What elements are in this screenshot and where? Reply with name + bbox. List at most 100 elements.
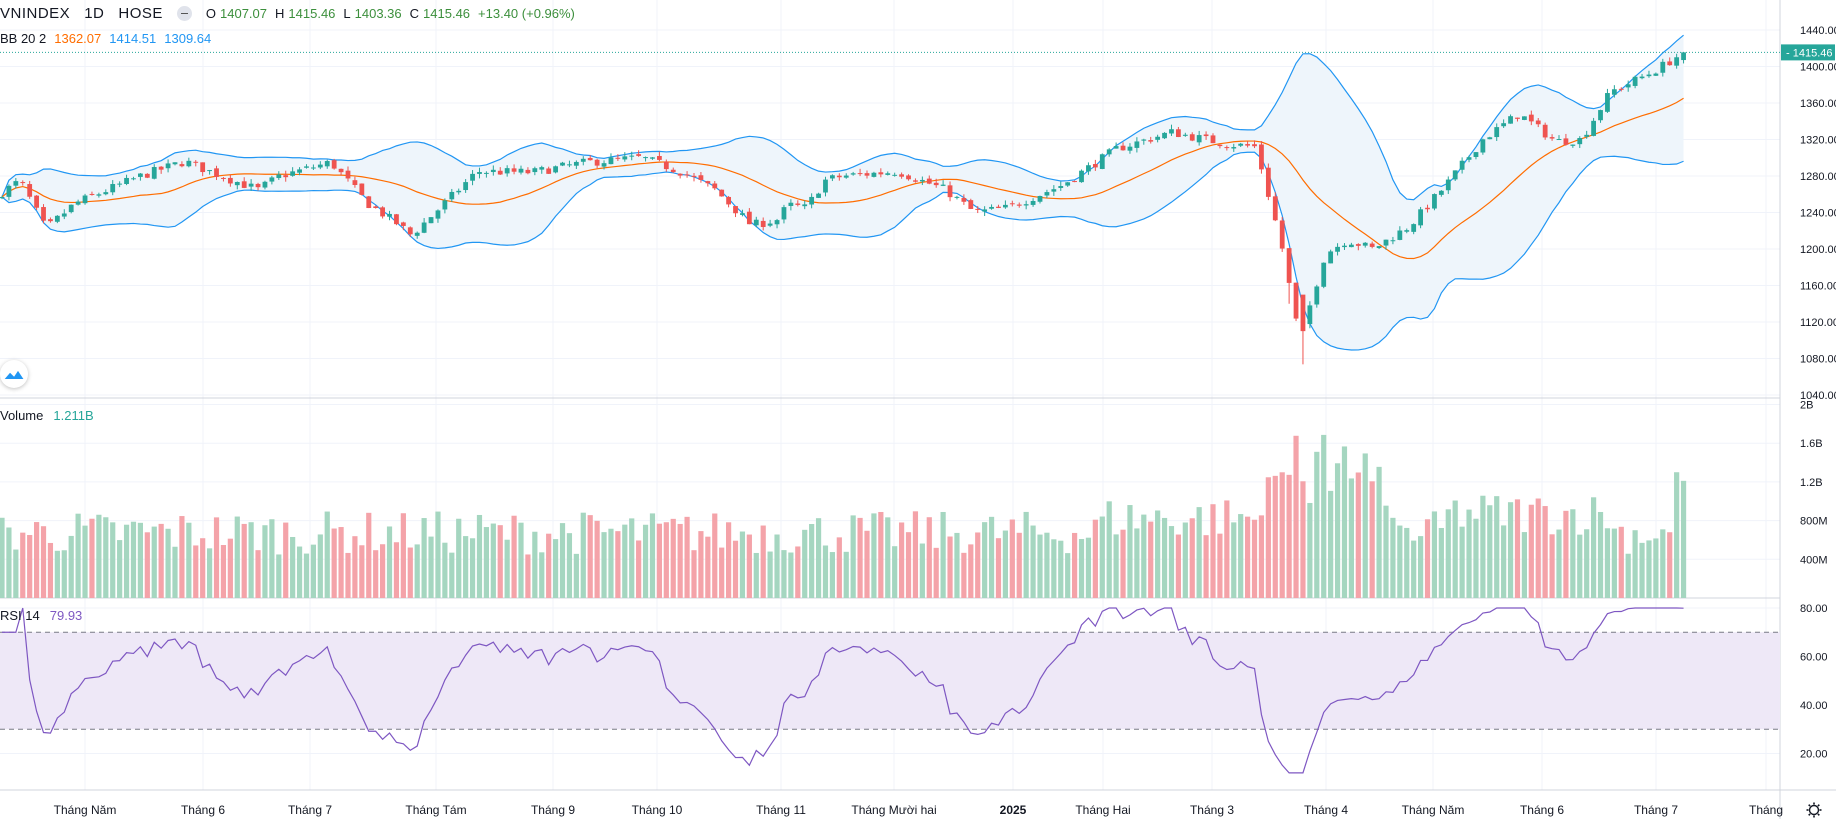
volume-bar xyxy=(1286,474,1292,598)
volume-bar xyxy=(262,525,268,598)
candle-body xyxy=(1300,294,1306,332)
volume-bar xyxy=(414,544,420,598)
volume-bar xyxy=(1293,435,1299,598)
candle-body xyxy=(1466,157,1472,160)
volume-bar xyxy=(968,544,974,598)
candle-body xyxy=(580,158,586,162)
time-tick-label: Tháng 11 xyxy=(756,803,806,817)
candle-body xyxy=(511,168,517,172)
logo-icon[interactable] xyxy=(0,360,28,388)
volume-bar xyxy=(1667,532,1673,598)
collapse-icon[interactable] xyxy=(176,5,192,21)
volume-bar xyxy=(885,517,891,598)
volume-bar xyxy=(1549,534,1555,598)
candle-body xyxy=(1411,224,1417,232)
volume-bar xyxy=(1487,505,1493,598)
volume-bar xyxy=(566,533,573,598)
volume-legend[interactable]: Volume 1.211B xyxy=(0,408,98,423)
candle-body xyxy=(539,167,545,170)
volume-bar xyxy=(303,553,310,598)
rsi-band-fill xyxy=(0,632,1780,730)
candle-body xyxy=(276,174,282,179)
volume-bar xyxy=(1072,532,1078,598)
volume-bar xyxy=(220,545,227,598)
bollinger-bands xyxy=(1,34,1684,351)
candle-body xyxy=(1314,286,1320,305)
volume-bar xyxy=(559,523,566,598)
volume-bar xyxy=(241,523,247,598)
candle-body xyxy=(269,177,275,182)
volume-bar xyxy=(705,536,711,598)
candle-body xyxy=(1065,182,1071,186)
volume-bar xyxy=(290,536,296,598)
volume-bar xyxy=(89,518,95,598)
volume-bar xyxy=(933,547,939,598)
volume-bar xyxy=(1217,533,1223,598)
candle-body xyxy=(1189,134,1195,141)
rsi-legend[interactable]: RSI 14 79.93 xyxy=(0,608,86,623)
volume-bar xyxy=(158,523,164,598)
candle-body xyxy=(20,182,26,184)
candle-body xyxy=(1556,139,1562,141)
candle-body xyxy=(1231,147,1237,149)
symbol-legend[interactable]: VNINDEX 1D HOSE O 1407.07 H 1415.46 L 1403.36 C 14… xyxy=(0,5,583,22)
settings-gear-icon[interactable] xyxy=(1806,802,1822,818)
bb-upper-value: 1414.51 xyxy=(109,31,157,46)
candle-body xyxy=(836,175,842,178)
volume-bar xyxy=(905,532,912,598)
candle-body xyxy=(442,200,448,210)
candle-body xyxy=(490,169,496,173)
candle-body xyxy=(1245,144,1250,146)
time-tick-label: Tháng 4 xyxy=(1304,803,1348,817)
candle-body xyxy=(504,168,510,174)
volume-bar xyxy=(1438,527,1444,598)
gear-tooth xyxy=(1808,813,1811,816)
candle-body xyxy=(1355,244,1361,246)
candle-body xyxy=(567,164,572,166)
candle-body xyxy=(394,214,399,225)
candle-body xyxy=(1072,181,1077,183)
candle-body xyxy=(1272,196,1278,221)
candle-body xyxy=(421,222,427,233)
candle-body xyxy=(414,232,420,236)
candle-body xyxy=(1293,282,1299,319)
volume-bar xyxy=(110,522,116,598)
axes: 1440.00 1400.00 1360.00 1320.00 1280.00 1240.… xyxy=(54,25,1836,818)
volume-bar xyxy=(580,512,586,598)
volume-bar xyxy=(1210,504,1216,598)
volume-bar xyxy=(1362,453,1368,598)
volume-bar xyxy=(1369,481,1375,598)
candle-body xyxy=(719,189,725,197)
candle-body xyxy=(850,173,856,175)
candle-body xyxy=(200,162,206,173)
candle-body xyxy=(1515,117,1520,119)
volume-bar xyxy=(691,550,697,598)
volume-bar xyxy=(1016,532,1022,598)
volume-bar xyxy=(1120,529,1126,598)
volume-bar xyxy=(186,522,192,598)
bb-legend[interactable]: BB 20 2 1362.07 1414.51 1309.64 xyxy=(0,31,215,46)
candle-body xyxy=(1660,61,1666,73)
candle-body xyxy=(1674,57,1680,66)
candle-body xyxy=(435,210,441,219)
volume-bar xyxy=(940,511,946,598)
volume-bar xyxy=(1632,530,1638,598)
candle-body xyxy=(1618,88,1624,90)
volume-bar xyxy=(878,511,884,598)
candle-body xyxy=(1438,190,1444,195)
candle-body xyxy=(1542,124,1548,138)
volume-bar xyxy=(850,515,856,598)
volume-bar xyxy=(137,522,143,598)
candle-body xyxy=(705,181,711,184)
volume-bar xyxy=(712,513,718,598)
volume-bar xyxy=(1196,507,1202,598)
candle-body xyxy=(41,207,46,221)
volume-bar xyxy=(234,516,240,598)
volume-bar xyxy=(1030,525,1036,598)
candle-body xyxy=(857,173,863,175)
time-tick-label: Tháng 9 xyxy=(531,803,575,817)
volume-bar xyxy=(34,522,40,598)
volume-bar xyxy=(809,524,815,598)
candle-body xyxy=(560,162,565,166)
